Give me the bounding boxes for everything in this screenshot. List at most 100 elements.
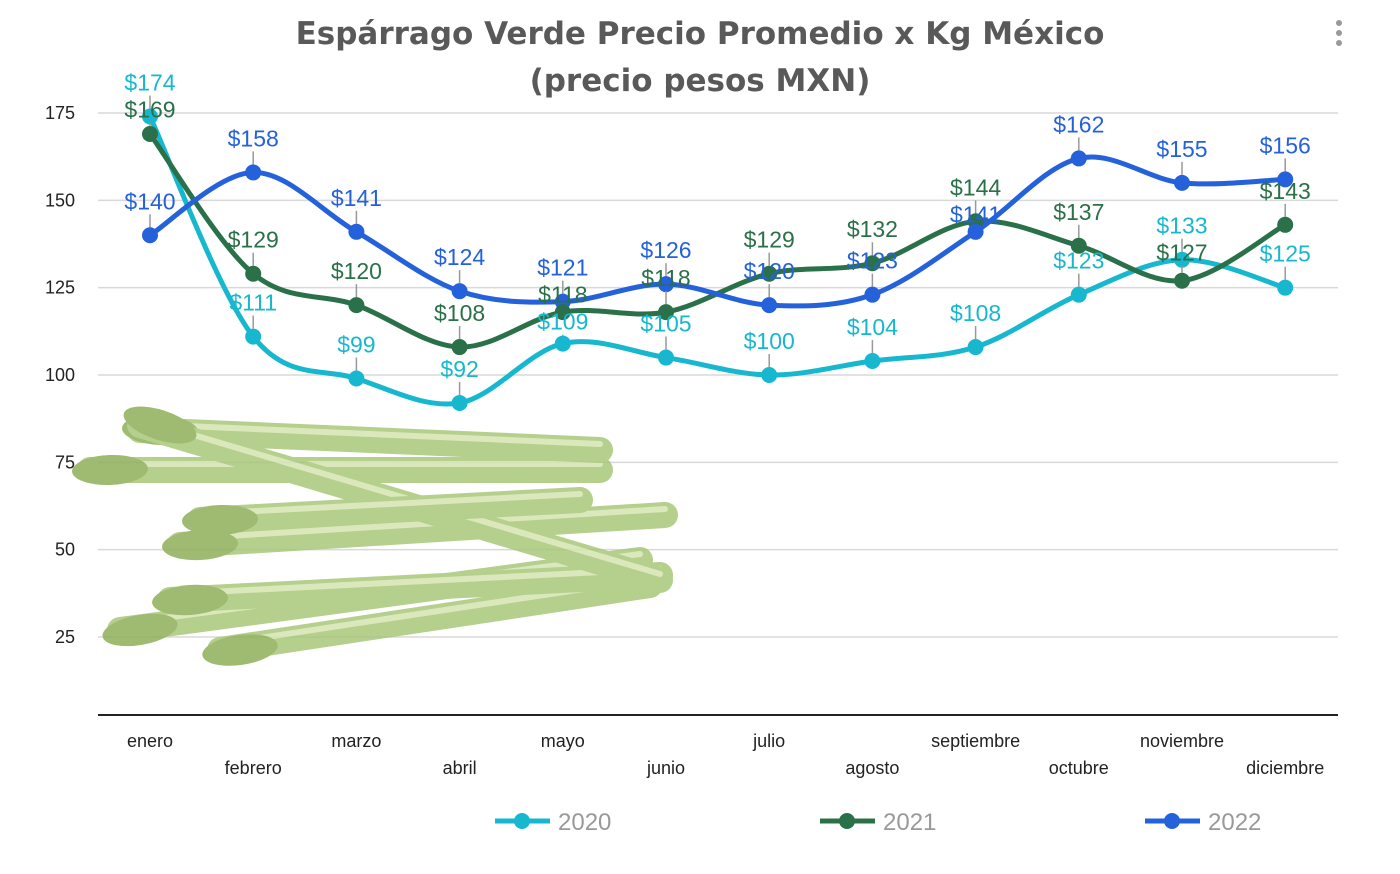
data-point-2020 [1277,279,1294,296]
data-label-2021: $118 [641,265,690,291]
data-label-2021: $143 [1260,178,1311,204]
data-point-2020 [451,394,468,411]
legend-label-2020: 2020 [558,809,611,836]
data-label-2021: $129 [228,227,279,253]
data-label-2022: $123 [847,248,898,274]
x-tick-label: marzo [331,731,381,751]
data-label-2021: $108 [434,300,485,326]
asparagus-spear [127,417,613,463]
data-label-2022: $121 [537,255,588,281]
data-point-2021 [1070,237,1087,254]
y-tick-label: 125 [45,278,75,298]
x-tick-label: febrero [225,758,282,778]
data-label-2021: $144 [950,174,1001,200]
chart-title: Espárrago Verde Precio Promedio x Kg Méx… [295,16,1105,52]
asparagus-highlight [167,566,663,597]
data-label-2022: $120 [744,258,795,284]
asparagus-tip [102,613,178,647]
x-tick-label: noviembre [1140,731,1224,751]
data-point-2022 [864,286,881,303]
data-point-2020 [554,335,571,352]
asparagus-tip [202,634,278,666]
data-point-2021 [245,265,262,282]
x-tick-label: mayo [541,731,585,751]
data-point-2020 [658,349,674,366]
series-line-2022 [148,154,1286,309]
data-point-2022 [451,283,468,300]
data-point-2021 [864,255,881,272]
data-label-2022: $124 [434,244,485,270]
y-tick-label: 25 [55,627,75,647]
asparagus-spear [207,572,663,663]
data-label-2020: $105 [640,311,691,337]
data-point-2022 [348,223,365,240]
x-tick-label: agosto [845,758,899,778]
legend-marker-2020 [514,813,530,829]
series-line-2021 [147,132,1287,350]
y-tick-label: 175 [45,103,75,123]
data-point-2022 [245,164,262,181]
data-label-2020: $100 [744,328,795,354]
data-point-2022 [967,223,984,240]
data-point-2020 [1174,251,1190,268]
x-tick-label: octubre [1049,758,1109,778]
asparagus-spear [167,502,678,558]
asparagus-tip [123,406,197,444]
y-tick-label: 150 [45,190,75,210]
data-point-2021 [348,297,365,314]
data-label-2020: $108 [950,300,1001,326]
data-point-2021 [658,304,674,321]
asparagus-tip [72,454,148,486]
data-label-2022: $158 [228,125,279,151]
more-vertical-icon[interactable] [1334,20,1344,50]
data-point-2022 [658,276,674,293]
data-point-2021 [142,125,158,142]
asparagus-highlight [197,491,583,517]
y-tick-label: 50 [55,540,75,560]
asparagus-highlight [177,506,668,542]
data-label-2020: $92 [440,356,478,382]
asparagus-spear [157,562,673,613]
asparagus-image [72,406,678,666]
data-label-2022: $141 [950,201,1001,227]
data-point-2022 [1277,171,1294,188]
data-point-2022 [1174,174,1190,191]
data-point-2021 [1174,272,1190,289]
legend-label-2022: 2022 [1208,809,1261,836]
data-label-2021: $129 [744,227,795,253]
chart-subtitle: (precio pesos MXN) [529,63,871,99]
data-label-2021: $127 [1156,240,1207,266]
data-label-2022: $162 [1053,111,1104,137]
y-tick-label: 75 [55,452,75,472]
asparagus-spear [187,487,593,533]
data-label-2021: $137 [1053,199,1104,225]
x-tick-label: enero [127,731,173,751]
y-tick-label: 100 [45,365,75,385]
data-label-2022: $140 [124,188,175,214]
data-point-2022 [761,297,778,314]
data-label-2022: $141 [331,185,382,211]
data-label-2020: $99 [337,331,375,357]
data-label-2020: $104 [847,314,898,340]
data-point-2021 [554,304,571,321]
data-point-2022 [1070,150,1087,167]
data-point-2020 [245,328,262,345]
x-tick-label: abril [443,758,477,778]
data-label-2022: $126 [640,237,691,263]
data-point-2022 [142,227,158,244]
data-label-2020: $125 [1260,241,1311,267]
x-tick-label: septiembre [931,731,1020,751]
data-label-2020: $133 [1156,213,1207,239]
legend-label-2021: 2021 [883,809,936,836]
x-tick-label: junio [646,758,685,778]
data-label-2021: $120 [331,258,382,284]
data-label-2022: $156 [1260,132,1311,158]
data-point-2020 [348,370,365,387]
legend-marker-2021 [839,813,855,829]
data-point-2021 [1277,216,1294,233]
asparagus-tip [182,504,258,536]
asparagus-tip [162,529,238,561]
data-point-2020 [142,108,158,125]
